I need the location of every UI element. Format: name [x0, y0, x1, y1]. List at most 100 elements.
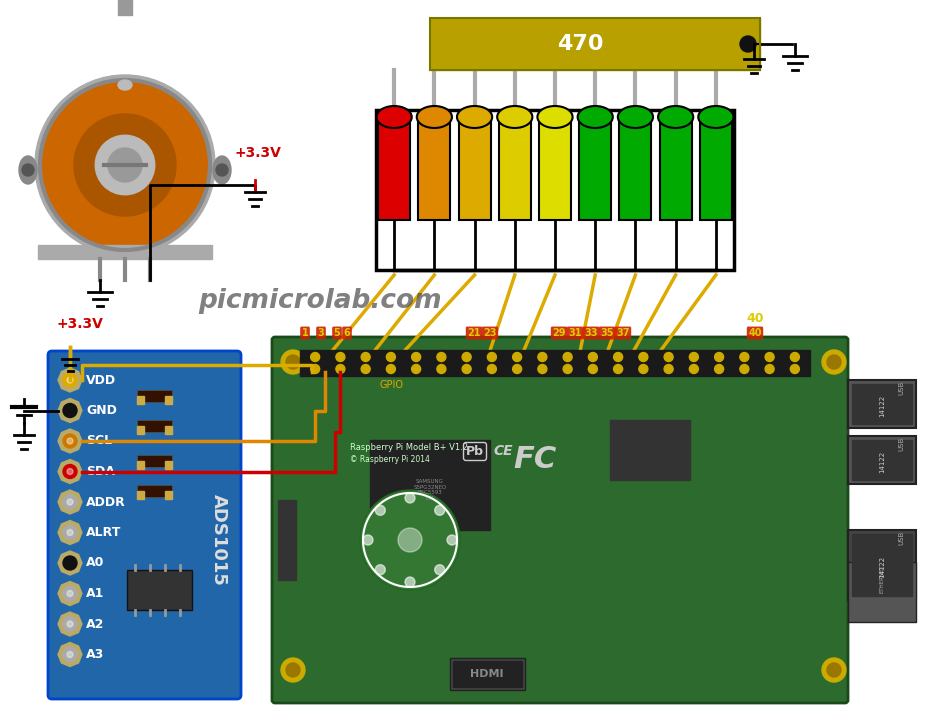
Circle shape: [740, 365, 749, 373]
FancyBboxPatch shape: [272, 337, 848, 703]
Circle shape: [310, 365, 319, 373]
Circle shape: [791, 365, 799, 373]
Circle shape: [63, 648, 77, 662]
Bar: [137, 396, 144, 404]
Ellipse shape: [698, 106, 733, 128]
Bar: [852, 440, 912, 480]
Text: 3: 3: [318, 328, 324, 338]
Circle shape: [375, 565, 385, 575]
Text: +3.3V: +3.3V: [235, 146, 282, 160]
Circle shape: [286, 355, 300, 369]
Ellipse shape: [618, 106, 653, 128]
Text: A2: A2: [86, 617, 105, 631]
Text: A3: A3: [86, 648, 105, 661]
Ellipse shape: [377, 106, 412, 128]
Circle shape: [689, 365, 698, 373]
Text: 470: 470: [557, 34, 603, 54]
Circle shape: [63, 587, 77, 600]
Ellipse shape: [578, 106, 613, 128]
Circle shape: [822, 350, 846, 374]
Text: Raspberry Pi Model B+ V1.2: Raspberry Pi Model B+ V1.2: [350, 443, 468, 452]
Bar: [137, 426, 144, 434]
Ellipse shape: [658, 106, 694, 128]
Circle shape: [513, 353, 521, 361]
Circle shape: [63, 434, 77, 448]
Text: 37: 37: [616, 328, 630, 338]
Circle shape: [538, 365, 547, 373]
Bar: [848, 436, 916, 484]
Circle shape: [398, 528, 422, 552]
Circle shape: [765, 353, 774, 361]
Ellipse shape: [19, 156, 37, 184]
Bar: [370, 440, 490, 530]
Bar: [848, 562, 916, 622]
Circle shape: [487, 365, 496, 373]
Circle shape: [405, 493, 415, 503]
Text: A0: A0: [86, 556, 105, 570]
Ellipse shape: [537, 106, 572, 128]
Bar: [278, 500, 296, 580]
Circle shape: [538, 353, 547, 361]
Circle shape: [361, 353, 370, 361]
Text: 23: 23: [483, 328, 496, 338]
Bar: [165, 396, 172, 404]
Text: 14122: 14122: [879, 451, 885, 473]
Circle shape: [40, 80, 210, 250]
Bar: [137, 461, 144, 469]
Circle shape: [563, 353, 572, 361]
Bar: [137, 485, 172, 497]
Text: SCL: SCL: [86, 435, 112, 448]
Bar: [848, 530, 916, 600]
Circle shape: [67, 499, 73, 505]
Ellipse shape: [497, 106, 532, 128]
Bar: [376, 110, 734, 270]
Circle shape: [336, 365, 344, 373]
Circle shape: [363, 535, 373, 545]
Circle shape: [74, 114, 176, 216]
Circle shape: [67, 590, 73, 597]
Circle shape: [412, 353, 420, 361]
Circle shape: [63, 556, 77, 570]
Circle shape: [614, 353, 622, 361]
Circle shape: [513, 365, 521, 373]
Circle shape: [286, 663, 300, 677]
Bar: [38, 245, 212, 259]
Circle shape: [108, 148, 142, 182]
Ellipse shape: [457, 106, 492, 128]
Circle shape: [447, 535, 457, 545]
Bar: [378, 115, 410, 220]
Circle shape: [336, 353, 344, 361]
Circle shape: [588, 365, 597, 373]
Text: ALRT: ALRT: [86, 526, 121, 539]
Bar: [453, 661, 522, 687]
Circle shape: [405, 577, 415, 587]
Text: ADS1015: ADS1015: [210, 494, 228, 586]
Text: 14122: 14122: [879, 395, 885, 417]
Text: VDD: VDD: [86, 373, 116, 387]
Circle shape: [434, 506, 444, 515]
Bar: [300, 350, 810, 376]
Bar: [450, 658, 525, 690]
Circle shape: [434, 565, 444, 575]
Circle shape: [67, 530, 73, 535]
Text: SDA: SDA: [86, 465, 115, 478]
Circle shape: [281, 350, 305, 374]
Text: 14122: 14122: [879, 556, 885, 578]
Text: +3.3V: +3.3V: [57, 317, 104, 331]
Text: picmicrolab.com: picmicrolab.com: [198, 288, 442, 314]
Circle shape: [63, 404, 77, 418]
Text: 33: 33: [584, 328, 598, 338]
Circle shape: [664, 365, 673, 373]
Circle shape: [487, 353, 496, 361]
Circle shape: [437, 353, 446, 361]
Circle shape: [22, 164, 34, 176]
Circle shape: [462, 365, 471, 373]
Circle shape: [281, 658, 305, 682]
Circle shape: [827, 355, 841, 369]
Circle shape: [827, 663, 841, 677]
Circle shape: [822, 658, 846, 682]
Text: CE: CE: [494, 444, 513, 458]
Circle shape: [360, 490, 460, 590]
Bar: [499, 115, 531, 220]
Text: A1: A1: [86, 587, 105, 600]
